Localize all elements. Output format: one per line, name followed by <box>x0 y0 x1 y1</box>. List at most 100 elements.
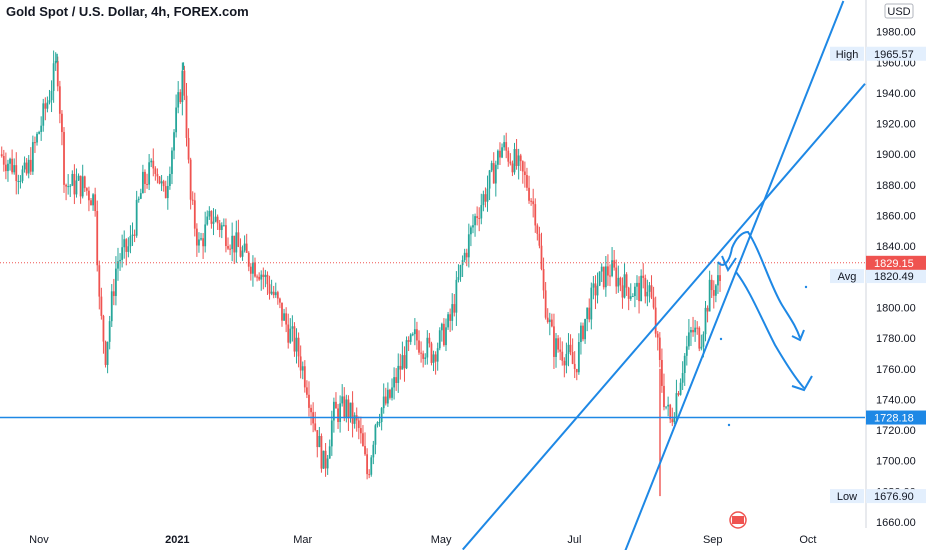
candle-body <box>127 246 130 252</box>
candle-body <box>295 337 298 352</box>
candle-body <box>146 183 148 185</box>
candle-body <box>260 274 263 280</box>
candle-body <box>382 396 385 409</box>
candle-body <box>391 387 393 398</box>
candle-body <box>586 307 589 319</box>
candle-body <box>179 92 182 103</box>
candle-body <box>216 216 219 224</box>
candle-body <box>544 290 547 318</box>
candle-body <box>519 155 522 162</box>
candle-body <box>619 277 622 286</box>
candle-body <box>214 216 217 222</box>
candle-body <box>141 171 144 194</box>
freehand-arrow-2[interactable] <box>735 271 805 389</box>
candle-body <box>222 225 225 227</box>
trendline-1[interactable] <box>462 83 866 550</box>
candle-body <box>75 180 78 195</box>
y-tick-label: 1840.00 <box>876 241 916 253</box>
candle-body <box>23 162 26 170</box>
candle-body <box>297 337 300 357</box>
candle-body <box>21 169 24 181</box>
candle-body <box>418 340 420 353</box>
candle-body <box>231 235 234 250</box>
candle-body <box>611 260 613 276</box>
y-tick-label: 1900.00 <box>876 149 916 161</box>
candle-body <box>71 173 74 186</box>
freehand-arrow-1[interactable] <box>717 230 801 339</box>
candle-body <box>677 393 680 395</box>
candle-body <box>162 181 165 187</box>
candle-body <box>63 132 65 185</box>
high-tag-label: High <box>836 49 859 61</box>
trendline-2[interactable] <box>624 0 845 550</box>
candle-body <box>717 275 719 286</box>
candle-body <box>646 291 649 297</box>
candle-body <box>341 396 344 404</box>
candle-body <box>293 326 296 352</box>
candle-body <box>337 408 339 422</box>
candle-body <box>384 396 387 404</box>
arrow-head-2 <box>791 375 813 392</box>
candle-body <box>403 355 406 369</box>
candle-body <box>380 408 383 423</box>
candle-body <box>164 186 167 199</box>
candle-body <box>131 234 134 236</box>
candle-body <box>202 238 205 247</box>
candle-body <box>13 165 16 173</box>
currency-button[interactable] <box>884 3 914 19</box>
candle-body <box>557 338 559 350</box>
candle-body <box>702 334 705 347</box>
candle-body <box>548 319 551 323</box>
y-tick-label: 1940.00 <box>876 88 916 100</box>
candle-body <box>424 357 427 359</box>
support-price-tag-bg <box>866 410 926 425</box>
candle-body <box>218 223 221 230</box>
candle-body <box>708 279 711 312</box>
candle-body <box>185 95 188 138</box>
candle-body <box>268 284 271 294</box>
candle-body <box>654 307 657 334</box>
candle-body <box>540 245 543 270</box>
candle-body <box>281 302 283 321</box>
candle-body <box>667 404 670 407</box>
candle-body <box>258 276 261 280</box>
candle-body <box>152 160 155 169</box>
candle-body <box>316 430 319 448</box>
candle-body <box>353 415 356 424</box>
candle-body <box>420 352 422 354</box>
candle-body <box>513 148 516 173</box>
candle-body <box>644 277 647 297</box>
candle-body <box>397 365 400 383</box>
drawing-dot <box>804 285 808 289</box>
candle-body <box>563 360 566 366</box>
candle-body <box>580 325 582 343</box>
candle-body <box>50 90 53 101</box>
candle-body <box>249 266 252 274</box>
candle-body <box>370 457 373 475</box>
candle-body <box>625 274 628 288</box>
candle-body <box>247 252 250 267</box>
candle-body <box>470 227 472 235</box>
candle-body <box>492 163 495 184</box>
candle-body <box>559 349 562 352</box>
candle-body <box>106 341 109 365</box>
candle-body <box>287 324 290 343</box>
candle-body <box>451 304 454 321</box>
candle-body <box>665 406 667 408</box>
candle-body <box>472 225 474 228</box>
candle-body <box>364 446 366 455</box>
candle-body <box>154 168 157 174</box>
candle-body <box>698 327 701 349</box>
candle-body <box>31 142 34 172</box>
candle-body <box>328 446 331 459</box>
candle-body <box>706 307 709 312</box>
candle-body <box>536 225 539 234</box>
candle-body <box>399 365 402 370</box>
candle-body <box>235 232 238 253</box>
candle-body <box>638 282 640 302</box>
candle-body <box>148 162 151 185</box>
candle-body <box>0 154 3 157</box>
candle-body <box>445 327 447 346</box>
